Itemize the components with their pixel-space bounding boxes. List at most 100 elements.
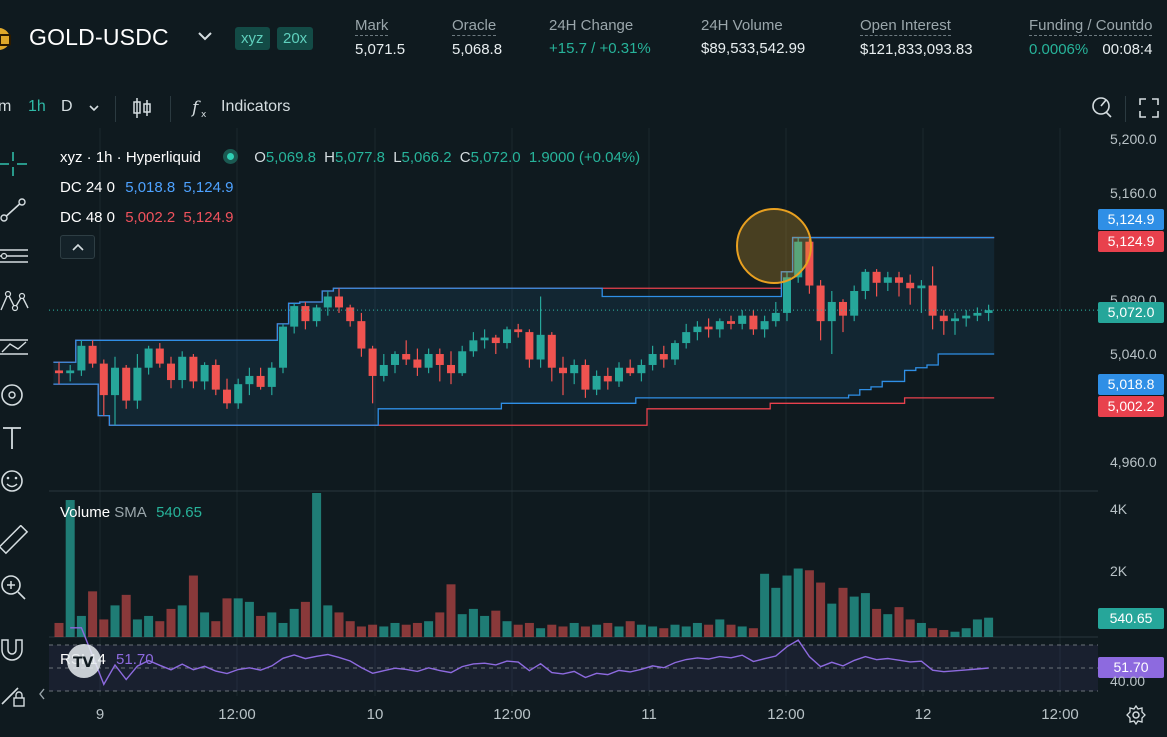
candle	[727, 315, 735, 330]
volume-bar	[883, 614, 893, 637]
candle-body	[783, 277, 791, 313]
stat-label[interactable]: Mark	[355, 17, 389, 36]
alert-icon[interactable]	[1090, 94, 1114, 120]
volume-bars	[54, 493, 994, 637]
candle	[749, 310, 758, 335]
volume-bar	[804, 570, 814, 637]
price-tick: 5,040.0	[1110, 346, 1157, 362]
pattern-icon[interactable]	[0, 288, 30, 318]
price-chart[interactable]	[49, 128, 1098, 696]
candle	[514, 323, 523, 338]
candle-body	[234, 384, 243, 404]
candle-body	[827, 301, 836, 322]
volume-bar	[390, 622, 400, 637]
volume-bar	[424, 621, 434, 637]
text-tool-icon[interactable]	[0, 424, 30, 454]
indicators-button[interactable]: Indicators	[221, 98, 291, 115]
volume-bar	[782, 575, 792, 637]
collapse-toolbar-icon[interactable]	[38, 688, 46, 700]
pair-name[interactable]: GOLD-USDC	[29, 24, 169, 50]
candle	[211, 359, 220, 396]
zoom-in-icon[interactable]	[0, 572, 30, 602]
volume-bar	[894, 607, 904, 637]
circle-brush-icon[interactable]	[0, 380, 30, 410]
symbol-label[interactable]: xyz · 1h · Hyperliquid	[60, 149, 201, 166]
candles-icon[interactable]	[131, 96, 153, 120]
candle	[626, 359, 635, 376]
horizontal-lines-icon[interactable]	[0, 242, 30, 272]
volume-bar	[144, 615, 154, 637]
volume-bar	[267, 612, 277, 637]
candle	[144, 345, 153, 375]
leverage-tag: 20x	[277, 27, 314, 50]
tradingview-logo-icon[interactable]: TV	[67, 644, 101, 678]
dc48-legend[interactable]: DC 48 0 5,002.2 5,124.9	[60, 209, 233, 226]
volume-bar	[939, 629, 949, 637]
chart-area[interactable]: xyz · 1h · Hyperliquid O5,069.8 H5,077.8…	[49, 128, 1098, 696]
dc24-upper-label: 5,124.9	[1098, 209, 1164, 230]
volume-bar	[356, 626, 366, 637]
function-icon[interactable]: f x	[190, 96, 212, 120]
volume-bar	[726, 624, 736, 637]
volume-bar	[961, 628, 971, 637]
candle	[503, 326, 511, 349]
ruler-icon[interactable]	[0, 525, 30, 555]
time-tick: 12:00	[767, 706, 805, 723]
lock-drawing-icon[interactable]	[0, 680, 30, 710]
magnet-icon[interactable]	[0, 634, 30, 664]
candle	[267, 362, 276, 396]
candle	[861, 269, 870, 300]
candle	[88, 340, 97, 368]
dc48-upper-label: 5,124.9	[1098, 231, 1164, 252]
emoji-icon[interactable]	[0, 467, 30, 497]
price-scale[interactable]: 5,200.0 5,160.0 5,080.0 5,040.0 4,960.0 …	[1098, 128, 1167, 696]
gear-icon[interactable]	[1126, 705, 1146, 725]
open-value: 5,069.8	[265, 149, 316, 166]
projection-icon[interactable]	[0, 334, 30, 364]
candle	[491, 334, 500, 355]
trend-line-icon[interactable]	[0, 196, 30, 226]
candle-body	[323, 296, 332, 308]
interval-day[interactable]: D	[61, 98, 73, 115]
candle	[335, 288, 343, 313]
stat-label[interactable]: Funding / Countdo	[1029, 17, 1153, 36]
visibility-dot-icon[interactable]	[223, 149, 239, 164]
interval-dropdown-icon[interactable]	[88, 103, 100, 113]
candle	[379, 354, 388, 382]
time-tick: 12:00	[1041, 706, 1079, 723]
interval-1h[interactable]: 1h	[28, 98, 46, 115]
candle-body	[906, 282, 915, 289]
chevron-down-icon[interactable]	[196, 29, 214, 43]
toolbar-divider	[170, 96, 171, 122]
fullscreen-icon[interactable]	[1137, 96, 1161, 120]
candle-body	[749, 315, 758, 330]
candle-body	[816, 285, 825, 322]
candle	[704, 318, 713, 338]
candle	[312, 304, 321, 327]
chevron-up-icon	[72, 243, 84, 251]
crosshair-icon[interactable]	[0, 150, 30, 180]
volume-bar	[771, 587, 781, 637]
candle	[962, 310, 971, 327]
candle-body	[559, 367, 567, 374]
time-tick: 11	[641, 706, 657, 723]
stat-label[interactable]: Open Interest	[860, 17, 951, 36]
stat-label[interactable]: Oracle	[452, 17, 497, 36]
collapse-legend-button[interactable]	[60, 235, 95, 259]
candle-body	[872, 271, 881, 283]
candle	[671, 340, 679, 365]
candle-body	[794, 241, 803, 278]
candle	[167, 356, 175, 389]
candle	[615, 362, 623, 387]
candle-body	[704, 326, 713, 330]
volume-bar	[256, 615, 266, 637]
candle	[850, 285, 859, 322]
time-tick: 10	[366, 706, 384, 723]
drawing-toolbar	[0, 140, 45, 737]
volume-legend[interactable]: Volume SMA 540.65	[60, 504, 202, 521]
h-label: H	[324, 149, 335, 166]
dc24-legend[interactable]: DC 24 0 5,018.8 5,124.9	[60, 179, 233, 196]
time-axis[interactable]: 9 12:00 10 12:00 11 12:00 12 12:00	[49, 696, 1098, 737]
interval-minutes[interactable]: m	[0, 98, 12, 115]
candle	[603, 367, 612, 390]
